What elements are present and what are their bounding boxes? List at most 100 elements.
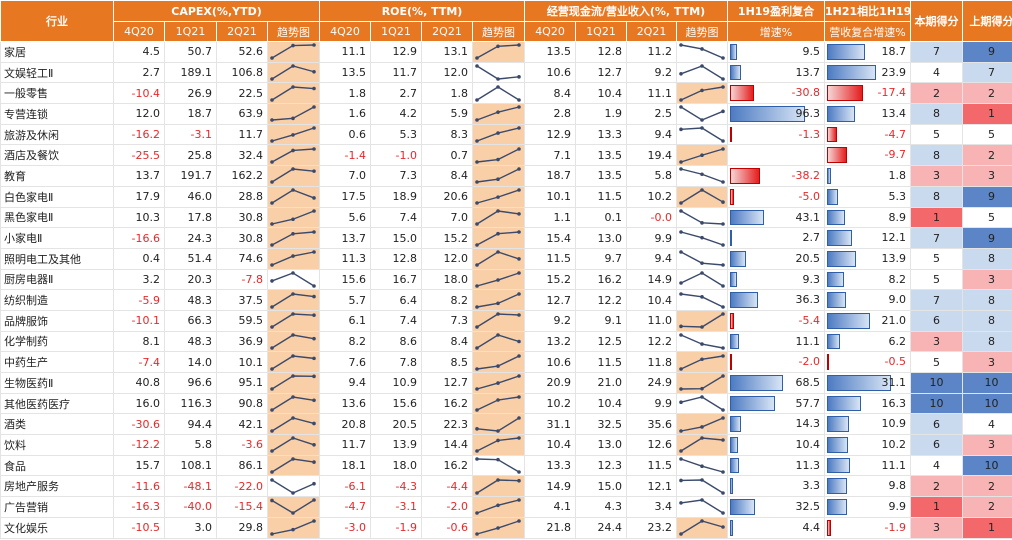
capex-trend-point-2 [312,481,316,486]
revenue-growth-bar-fill [827,106,855,122]
industry-name: 品牌服饰 [0,309,114,332]
cash-trend-point-1 [700,64,704,68]
cash-trend-line [681,479,724,494]
roe-value: 17.5 [319,185,371,208]
revenue-growth-bar-value: -9.7 [884,148,907,162]
roe-trend-point-0 [475,387,479,392]
capex-trend-point-1 [291,333,295,337]
cash-trend [676,206,729,229]
roe-trend [471,496,526,518]
roe-value: 7.6 [319,351,371,373]
cash-value: 9.1 [575,309,628,332]
score-prev: 10 [962,372,1012,394]
capex-value: 90.8 [216,392,268,415]
cash-trend-sparkline [679,374,725,392]
roe-trend-point-0 [475,159,479,164]
cash-value: 10.4 [575,392,628,415]
cash-value: 21.8 [524,516,577,539]
capex-trend-sparkline [270,395,316,412]
cash-trend-sparkline [679,519,725,536]
roe-trend [471,268,526,291]
roe-trend [471,516,526,539]
capex-trend-point-2 [312,105,316,110]
capex-trend [267,372,320,394]
header-cash-4q20: 4Q20 [524,21,577,42]
roe-trend-sparkline [475,105,521,123]
header-capex-1q21: 1Q21 [164,21,217,42]
profit-growth-bar-value: 20.5 [795,251,821,265]
capex-trend-point-0 [270,325,274,330]
capex-value: -10.1 [113,309,165,332]
table-row: 一般零售 -10.4 26.9 22.5 1.8 2.7 1.8 8.4 10.4 11.1 -30… [0,82,1012,105]
roe-value: 7.0 [319,165,371,187]
capex-value: 40.8 [113,372,165,394]
capex-trend [267,496,320,518]
roe-value: 11.7 [370,61,422,84]
roe-trend [471,144,526,167]
cash-value: 12.7 [575,61,628,84]
capex-trend-point-1 [291,231,295,236]
revenue-growth-bar-fill [827,478,848,495]
cash-value: 7.1 [524,144,577,167]
cash-trend-point-1 [700,294,704,299]
roe-trend-point-1 [496,177,500,182]
cash-value: 11.5 [575,351,628,373]
capex-trend-point-1 [291,490,295,495]
cash-trend-point-1 [700,519,704,523]
roe-value: -1.9 [370,516,422,539]
roe-value: 10.9 [370,372,422,394]
cash-trend-point-0 [679,43,683,48]
capex-value: -15.4 [216,496,268,518]
roe-trend [471,351,526,373]
capex-value: 25.8 [164,144,217,167]
capex-value: 51.4 [164,247,217,270]
cash-value: 14.9 [626,268,678,291]
roe-trend-point-1 [496,77,500,81]
revenue-growth-bar-fill [827,292,846,308]
capex-trend-point-0 [270,449,274,454]
profit-growth-bar-fill [730,106,806,122]
capex-value: 32.4 [216,144,268,167]
profit-growth-bar-value: 14.3 [795,417,821,431]
profit-growth-bar: 2.7 [727,227,826,249]
cash-trend-point-1 [700,47,704,52]
roe-trend-line [476,65,520,80]
revenue-growth-bar: 8.2 [824,268,912,291]
revenue-growth-bar: -17.4 [824,82,912,105]
roe-value: 7.8 [370,351,422,373]
capex-trend-line [271,189,315,204]
capex-trend-point-1 [291,374,295,379]
revenue-growth-bar-fill [827,230,852,246]
capex-trend-point-2 [312,43,316,48]
cash-value: 14.9 [524,475,577,498]
cash-trend-point-0 [679,532,683,536]
roe-trend-line [476,85,520,101]
profit-growth-bar: 10.4 [727,434,826,456]
capex-value: 29.8 [216,516,268,539]
capex-trend-sparkline [270,353,316,371]
capex-trend-point-0 [270,118,274,123]
score-now: 5 [910,351,964,373]
capex-trend [267,82,320,105]
header-capex-4q20: 4Q20 [113,21,165,42]
industry-name: 酒类 [0,413,114,436]
cash-trend [676,289,729,311]
cash-trend-point-2 [721,525,725,529]
cash-trend-sparkline [679,105,725,123]
profit-growth-bar: 20.5 [727,247,826,270]
cash-trend-point-1 [700,235,704,240]
cash-trend-sparkline [679,477,725,495]
revenue-growth-bar-fill [827,499,848,515]
roe-trend-point-2 [517,75,521,79]
roe-trend-point-1 [496,439,500,443]
capex-trend [267,289,320,311]
capex-value: 189.1 [164,61,217,84]
cash-trend-sparkline [679,146,725,164]
revenue-growth-bar-value: 18.7 [881,45,907,58]
cash-trend [676,434,729,456]
roe-trend-point-0 [475,201,479,205]
score-now: 7 [910,289,964,311]
cash-trend [676,82,729,105]
roe-trend-point-1 [496,381,500,386]
capex-value: 20.3 [164,268,217,291]
